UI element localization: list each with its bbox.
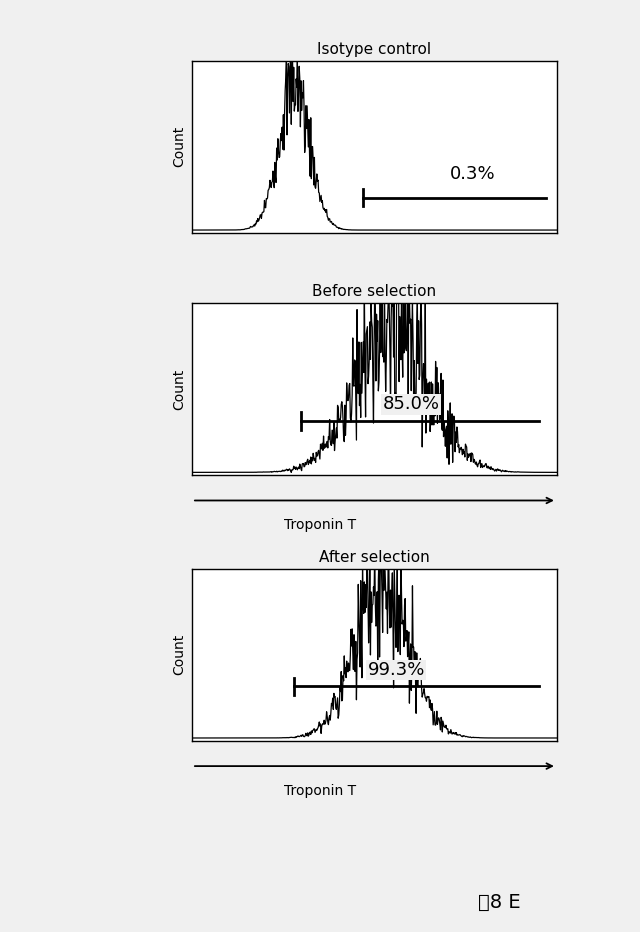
Title: After selection: After selection [319, 550, 430, 565]
Text: Troponin T: Troponin T [284, 518, 356, 532]
Text: 85.0%: 85.0% [382, 395, 440, 414]
Y-axis label: Count: Count [172, 368, 186, 410]
Title: Before selection: Before selection [312, 284, 436, 299]
Text: 99.3%: 99.3% [367, 661, 425, 679]
Text: Troponin T: Troponin T [284, 784, 356, 798]
Y-axis label: Count: Count [172, 634, 186, 676]
Y-axis label: Count: Count [172, 126, 186, 168]
Text: 0.3%: 0.3% [450, 165, 496, 183]
Text: 团8 E: 团8 E [478, 893, 520, 911]
Title: Isotype control: Isotype control [317, 42, 431, 57]
